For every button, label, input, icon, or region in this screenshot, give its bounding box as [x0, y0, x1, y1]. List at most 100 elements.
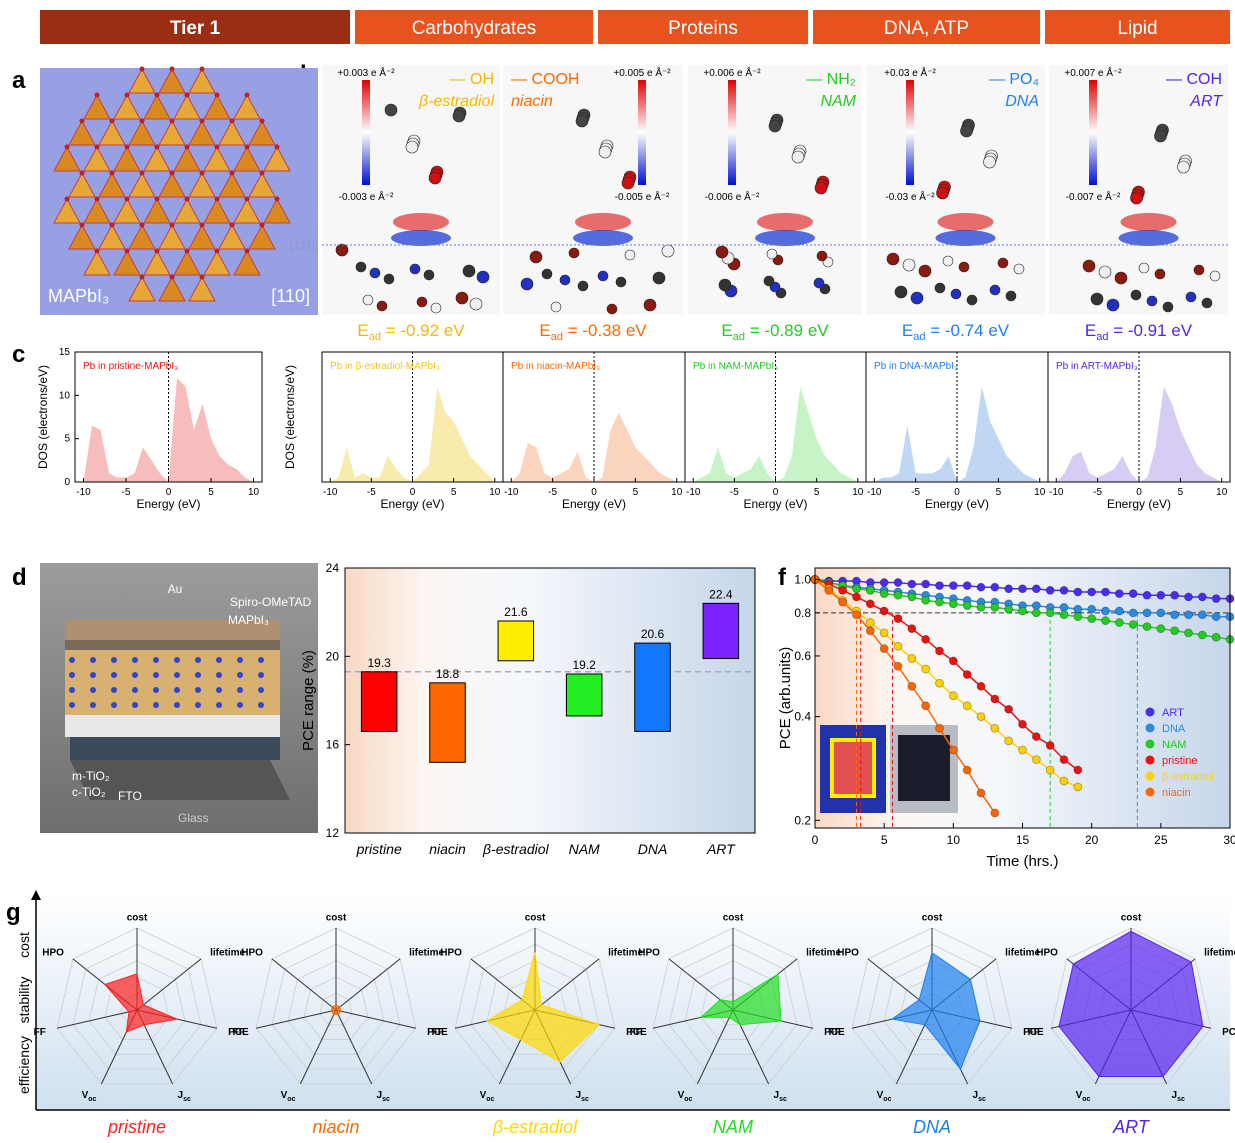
atom [625, 250, 635, 260]
radar-axis-label: FF [34, 1027, 46, 1038]
colorbar [1089, 80, 1097, 185]
atom [200, 223, 205, 228]
radar-axis-label: cost [326, 913, 347, 924]
y-axis-title: PCE range (%) [300, 650, 317, 751]
atom [215, 249, 220, 254]
data-point [977, 682, 985, 690]
data-point [1060, 611, 1068, 619]
atom [155, 93, 160, 98]
layer-label: m-TiO₂ [72, 769, 110, 783]
data-point [991, 603, 999, 611]
data-point [963, 582, 971, 590]
x-tick-label: 10 [1034, 487, 1046, 498]
atom [95, 249, 100, 254]
atom [551, 302, 561, 312]
colorbar [362, 80, 370, 185]
radar-axis-text: FF [1028, 1027, 1040, 1038]
radar-area [331, 1005, 341, 1014]
y-tick-label: 0.6 [794, 649, 811, 663]
radar-axis-label: HPO [440, 948, 462, 959]
colorbar [906, 80, 914, 185]
atom [132, 687, 138, 693]
data-point [894, 662, 902, 670]
value-label: 19.2 [572, 658, 596, 672]
data-point [1060, 603, 1068, 611]
data-point [977, 789, 985, 797]
data-point [866, 627, 874, 635]
functional-group: — OH [450, 71, 494, 88]
atom [185, 197, 190, 202]
data-point [853, 593, 861, 601]
data-point [963, 702, 971, 710]
atom [174, 687, 180, 693]
atom [153, 672, 159, 678]
atom [125, 93, 130, 98]
energy-value: = -0.89 eV [745, 321, 829, 340]
data-point [1115, 619, 1123, 627]
atom [195, 672, 201, 678]
atom [990, 285, 1000, 295]
energy-subscript: ad [369, 331, 381, 343]
energy-symbol: E [357, 321, 368, 340]
value-label: 19.3 [367, 656, 391, 670]
atom [215, 197, 220, 202]
radar-title: pristine [107, 1117, 166, 1137]
bar [566, 674, 602, 716]
atom [599, 146, 611, 158]
x-tick-label: 0 [812, 833, 819, 847]
atom [542, 269, 552, 279]
value-label: 20.6 [641, 627, 665, 641]
energy-symbol: E [539, 321, 550, 340]
x-tick-label: -10 [76, 487, 91, 498]
radar-axis-label: HPO [42, 948, 64, 959]
atom [258, 657, 264, 663]
data-point [1060, 777, 1068, 785]
molecule-name: niacin [511, 93, 553, 110]
atom [576, 115, 588, 127]
x-tick-label: 5 [996, 487, 1002, 498]
atom [429, 172, 441, 184]
atom [215, 93, 220, 98]
atom [140, 223, 145, 228]
atom [521, 278, 533, 290]
atom [622, 177, 634, 189]
atom [370, 268, 380, 278]
legend-label: niacin [1162, 787, 1191, 799]
atom [125, 145, 130, 150]
atom [215, 145, 220, 150]
atom [230, 119, 235, 124]
adsorption-energy: Ead = -0.91 eV [1085, 321, 1193, 343]
legend-marker [1146, 724, 1155, 733]
atom [1099, 266, 1111, 278]
radar-axis-text: cost [127, 913, 148, 924]
atom [80, 171, 85, 176]
legend-label: pristine [1162, 755, 1197, 767]
energy-value: = -0.92 eV [381, 321, 465, 340]
atom [111, 657, 117, 663]
y-tick-label: 1.0 [794, 573, 811, 587]
radar-axis-label: HPO [638, 948, 660, 959]
atom [170, 275, 175, 280]
crystal-caption: MAPbI₃ [48, 286, 109, 306]
data-point [1088, 605, 1096, 613]
data-point [991, 809, 999, 817]
radar-axis-text: cost [723, 913, 744, 924]
radar-axis-label: cost [723, 913, 744, 924]
data-point [880, 590, 888, 598]
radar-axis-subscript: sc [1177, 1096, 1185, 1103]
atom [959, 262, 969, 272]
bar [703, 603, 739, 658]
radar-axis-label: HPO [837, 948, 859, 959]
atom [935, 283, 945, 293]
atom [80, 119, 85, 124]
panel-label: g [6, 899, 21, 926]
plane-label: [110] [290, 238, 318, 253]
atom [260, 119, 265, 124]
x-tick-label: pristine [356, 841, 402, 857]
atom [1155, 130, 1167, 142]
y-axis-title: PCE (arb.units) [777, 647, 794, 750]
layer-fto [70, 735, 280, 760]
charge-blob [1121, 213, 1177, 231]
radar-axis-text: lifetime [409, 948, 444, 959]
atom [174, 672, 180, 678]
